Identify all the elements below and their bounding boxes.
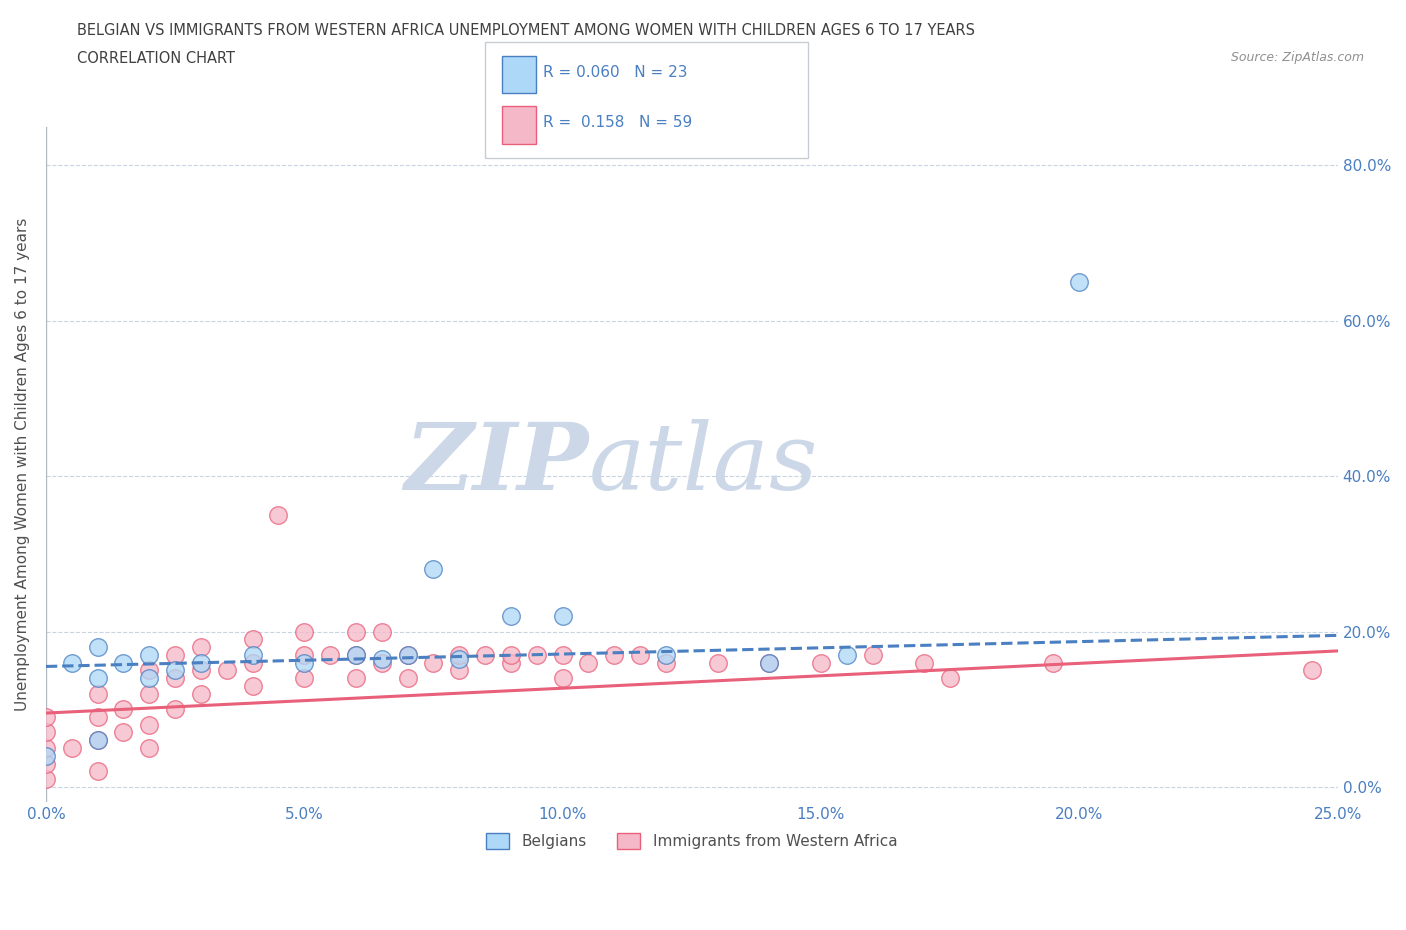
Point [499,608,522,623]
Point [706,655,728,670]
Point [551,647,574,662]
Point [60,655,83,670]
Text: ZIP: ZIP [404,419,589,510]
Point [190,686,212,701]
Point [190,640,212,655]
Point [1069,274,1091,289]
Point [939,671,962,685]
Point [138,717,160,732]
Point [267,508,290,523]
Point [474,647,496,662]
Text: Source: ZipAtlas.com: Source: ZipAtlas.com [1230,51,1364,64]
Point [344,671,367,685]
Point [449,663,471,678]
Point [862,647,884,662]
Point [526,647,548,662]
Point [422,655,444,670]
Point [242,678,264,693]
Point [758,655,780,670]
Point [86,733,108,748]
Point [165,702,187,717]
Text: atlas: atlas [589,419,818,510]
Point [551,608,574,623]
Point [396,647,419,662]
Point [344,624,367,639]
Point [655,647,678,662]
Point [112,702,135,717]
Point [138,663,160,678]
Point [396,671,419,685]
Point [35,740,58,755]
Point [912,655,935,670]
Point [449,647,471,662]
Point [112,725,135,740]
Point [165,647,187,662]
Point [138,740,160,755]
Point [1042,655,1064,670]
Point [138,686,160,701]
Legend: Belgians, Immigrants from Western Africa: Belgians, Immigrants from Western Africa [481,828,903,856]
Point [86,764,108,778]
Point [60,740,83,755]
Point [449,651,471,666]
Point [578,655,600,670]
Point [835,647,858,662]
Point [242,631,264,646]
Point [810,655,832,670]
Point [292,624,315,639]
Point [1301,663,1323,678]
Point [396,647,419,662]
Point [35,710,58,724]
Point [344,647,367,662]
Point [655,655,678,670]
Point [86,733,108,748]
Point [371,651,394,666]
Text: R =  0.158   N = 59: R = 0.158 N = 59 [543,115,692,130]
Y-axis label: Unemployment Among Women with Children Ages 6 to 17 years: Unemployment Among Women with Children A… [15,218,30,711]
Point [190,663,212,678]
Point [112,655,135,670]
Text: BELGIAN VS IMMIGRANTS FROM WESTERN AFRICA UNEMPLOYMENT AMONG WOMEN WITH CHILDREN: BELGIAN VS IMMIGRANTS FROM WESTERN AFRIC… [77,23,976,38]
Point [422,562,444,577]
Point [344,647,367,662]
Point [35,772,58,787]
Point [292,647,315,662]
Point [319,647,342,662]
Point [86,710,108,724]
Point [138,647,160,662]
Point [758,655,780,670]
Point [371,655,394,670]
Point [292,671,315,685]
Point [499,655,522,670]
Point [499,647,522,662]
Point [215,663,238,678]
Point [628,647,651,662]
Point [35,749,58,764]
Point [242,647,264,662]
Point [551,671,574,685]
Point [371,624,394,639]
Point [138,671,160,685]
Point [35,756,58,771]
Point [242,655,264,670]
Text: CORRELATION CHART: CORRELATION CHART [77,51,235,66]
Point [35,725,58,740]
Point [165,663,187,678]
Point [603,647,626,662]
Point [86,671,108,685]
Point [165,671,187,685]
Point [86,640,108,655]
Point [292,655,315,670]
Point [190,655,212,670]
Text: R = 0.060   N = 23: R = 0.060 N = 23 [543,65,688,80]
Point [86,686,108,701]
